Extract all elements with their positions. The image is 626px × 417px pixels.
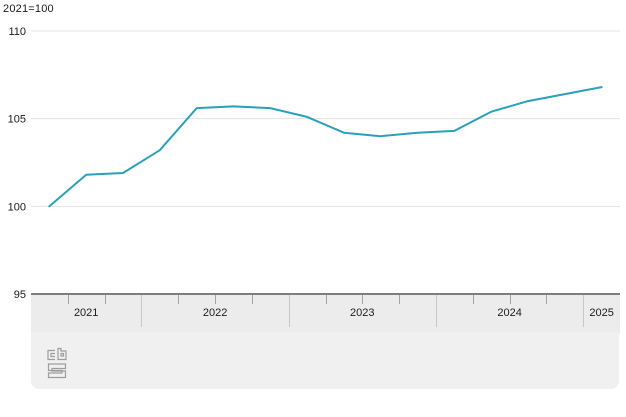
year-tick bbox=[435, 295, 437, 327]
quarter-tick bbox=[362, 295, 364, 304]
y-tick-label: 105 bbox=[8, 114, 26, 126]
quarter-tick bbox=[178, 295, 180, 304]
quarter-tick bbox=[472, 295, 474, 304]
quarter-tick bbox=[509, 295, 511, 304]
y-tick-label: 100 bbox=[8, 201, 26, 213]
quarter-tick bbox=[215, 295, 217, 304]
quarter-tick bbox=[399, 295, 401, 304]
year-tick bbox=[583, 295, 585, 327]
year-label: 2025 bbox=[589, 307, 614, 319]
quarter-tick bbox=[251, 295, 253, 304]
year-label: 2022 bbox=[202, 307, 228, 319]
year-label: 2023 bbox=[350, 307, 375, 319]
quarter-tick bbox=[104, 295, 106, 304]
year-label: 2021 bbox=[73, 307, 99, 319]
quarter-tick bbox=[325, 295, 327, 304]
year-tick bbox=[288, 295, 290, 327]
plot-area: 95 100 105 110 bbox=[8, 26, 620, 301]
cbs-logo bbox=[47, 347, 67, 379]
y-tick-label: 95 bbox=[14, 289, 26, 301]
year-label: 2024 bbox=[497, 307, 522, 319]
quarter-tick bbox=[546, 295, 548, 304]
chart-unit-label: 2021=100 bbox=[3, 3, 54, 15]
x-axis-band: 2021 2022 2023 2024 2025 bbox=[31, 293, 620, 334]
chart-footer bbox=[31, 332, 619, 389]
year-tick bbox=[141, 295, 143, 327]
trend-line bbox=[48, 86, 603, 208]
quarter-tick bbox=[67, 295, 69, 304]
y-tick-label: 110 bbox=[8, 26, 26, 38]
